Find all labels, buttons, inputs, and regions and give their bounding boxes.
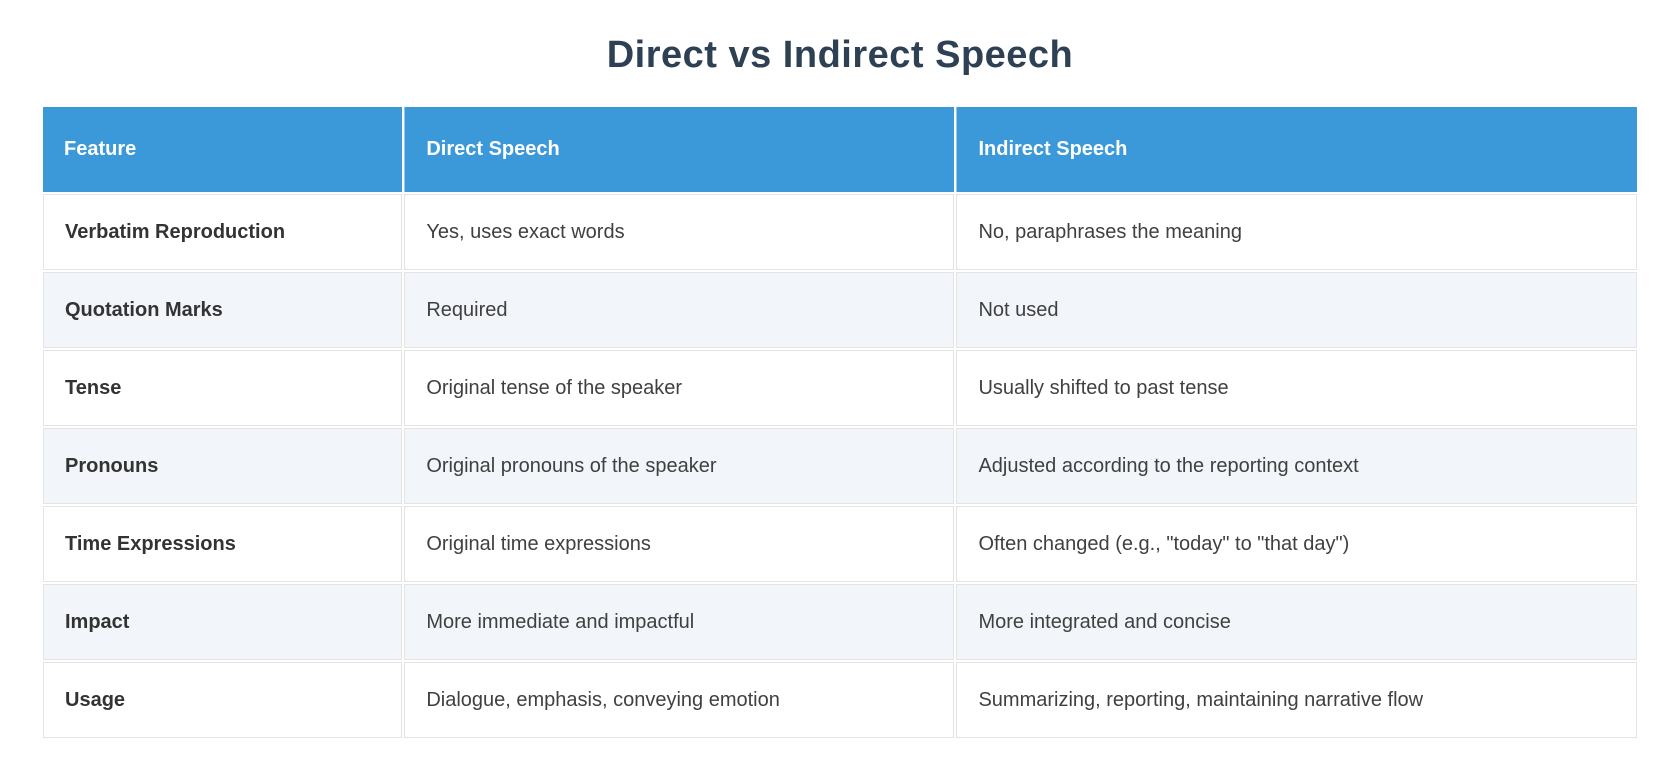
table-row: Tense Original tense of the speaker Usua… — [43, 350, 1637, 426]
header-cell-indirect-speech: Indirect Speech — [956, 107, 1637, 192]
table-row: Pronouns Original pronouns of the speake… — [43, 428, 1637, 504]
cell-feature: Quotation Marks — [43, 272, 403, 348]
cell-direct-speech: Dialogue, emphasis, conveying emotion — [404, 662, 955, 738]
cell-direct-speech: Original tense of the speaker — [404, 350, 955, 426]
table-row: Quotation Marks Required Not used — [43, 272, 1637, 348]
comparison-table: Feature Direct Speech Indirect Speech Ve… — [41, 105, 1639, 740]
table-row: Usage Dialogue, emphasis, conveying emot… — [43, 662, 1637, 738]
cell-direct-speech: Original pronouns of the speaker — [404, 428, 955, 504]
cell-indirect-speech: Summarizing, reporting, maintaining narr… — [956, 662, 1637, 738]
cell-direct-speech: Yes, uses exact words — [404, 194, 955, 270]
table-row: Impact More immediate and impactful More… — [43, 584, 1637, 660]
cell-feature: Pronouns — [43, 428, 403, 504]
page-title: Direct vs Indirect Speech — [606, 34, 1074, 76]
cell-feature: Impact — [43, 584, 403, 660]
cell-indirect-speech: No, paraphrases the meaning — [956, 194, 1637, 270]
table-row: Verbatim Reproduction Yes, uses exact wo… — [43, 194, 1637, 270]
header-cell-direct-speech: Direct Speech — [404, 107, 955, 192]
cell-direct-speech: More immediate and impactful — [404, 584, 955, 660]
cell-indirect-speech: Adjusted according to the reporting cont… — [956, 428, 1637, 504]
table-row: Time Expressions Original time expressio… — [43, 506, 1637, 582]
header-row: Feature Direct Speech Indirect Speech — [43, 107, 1637, 192]
cell-indirect-speech: Not used — [956, 272, 1637, 348]
cell-direct-speech: Original time expressions — [404, 506, 955, 582]
cell-feature: Tense — [43, 350, 403, 426]
cell-indirect-speech: Usually shifted to past tense — [956, 350, 1637, 426]
cell-feature: Verbatim Reproduction — [43, 194, 403, 270]
header-cell-feature: Feature — [43, 107, 403, 192]
cell-feature: Usage — [43, 662, 403, 738]
cell-indirect-speech: Often changed (e.g., "today" to "that da… — [956, 506, 1637, 582]
cell-direct-speech: Required — [404, 272, 955, 348]
cell-indirect-speech: More integrated and concise — [956, 584, 1637, 660]
cell-feature: Time Expressions — [43, 506, 403, 582]
